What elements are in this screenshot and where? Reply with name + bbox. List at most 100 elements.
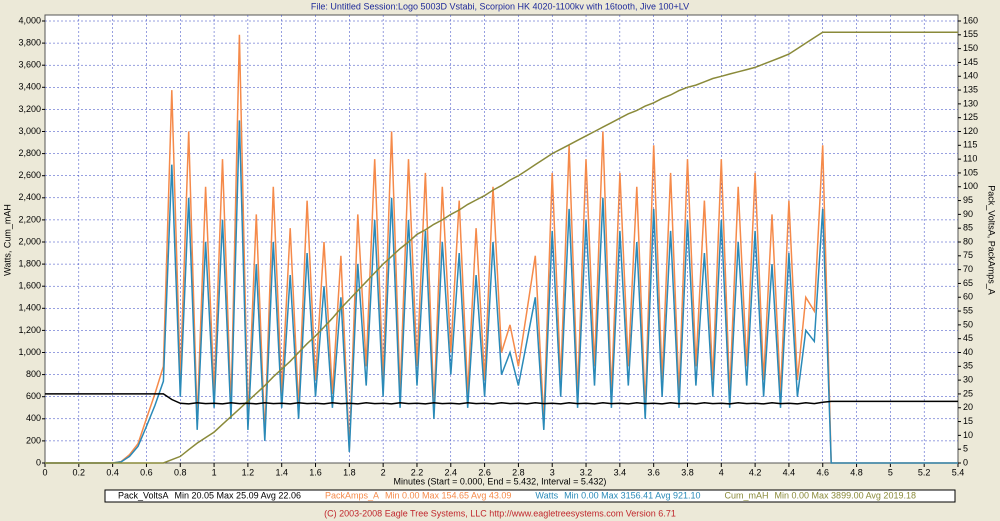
legend-name: Cum_mAH — [725, 490, 769, 500]
y2-tick-label: 40 — [963, 347, 973, 357]
y2-tick-label: 0 — [963, 457, 968, 467]
y2-tick-label: 140 — [963, 71, 978, 81]
y2-tick-label: 35 — [963, 361, 973, 371]
y2-tick-label: 20 — [963, 402, 973, 412]
y2-tick-label: 90 — [963, 209, 973, 219]
y-tick-label: 3,000 — [18, 126, 41, 136]
y-tick-label: 1,800 — [18, 258, 41, 268]
y2-tick-label: 75 — [963, 250, 973, 260]
y2-tick-label: 100 — [963, 181, 978, 191]
y2-tick-label: 80 — [963, 236, 973, 246]
y2-tick-label: 15 — [963, 416, 973, 426]
x-tick-label: 0.4 — [106, 467, 119, 477]
y2-tick-label: 25 — [963, 388, 973, 398]
y-tick-label: 400 — [26, 413, 41, 423]
x-axis-label: Minutes (Start = 0.000, End = 5.432, Int… — [394, 476, 607, 486]
x-tick-label: 4.4 — [783, 467, 796, 477]
y2-tick-label: 115 — [963, 140, 977, 150]
legend-name: Watts — [535, 490, 558, 500]
x-tick-label: 2 — [381, 467, 386, 477]
chart-title: File: Untitled Session:Logo 5003D Vstabi… — [311, 1, 689, 11]
y-tick-label: 1,200 — [18, 325, 41, 335]
y-tick-label: 3,600 — [18, 60, 41, 70]
y-tick-label: 4,000 — [18, 15, 41, 25]
x-tick-label: 0.8 — [174, 467, 187, 477]
x-tick-label: 4.6 — [816, 467, 829, 477]
y-tick-label: 3,200 — [18, 104, 41, 114]
y2-tick-label: 160 — [963, 15, 978, 25]
y2-tick-label: 70 — [963, 264, 973, 274]
x-tick-label: 1.4 — [275, 467, 288, 477]
x-tick-label: 0 — [42, 467, 47, 477]
x-tick-label: 0.2 — [73, 467, 86, 477]
y2-tick-label: 45 — [963, 333, 973, 343]
x-tick-label: 2.6 — [478, 467, 491, 477]
x-tick-label: 3.2 — [580, 467, 593, 477]
y-tick-label: 0 — [36, 457, 41, 467]
y-tick-label: 3,400 — [18, 82, 41, 92]
x-tick-label: 2.4 — [445, 467, 458, 477]
y-tick-label: 2,000 — [18, 236, 41, 246]
legend-name: PackAmps_A — [325, 490, 379, 500]
y-axis-label: Watts, Cum_mAH — [2, 204, 12, 276]
x-tick-label: 1 — [212, 467, 217, 477]
x-tick-label: 1.8 — [343, 467, 356, 477]
y-tick-label: 2,600 — [18, 170, 41, 180]
legend-stats: Min 0.00 Max 154.65 Avg 43.09 — [385, 490, 511, 500]
y2-tick-label: 10 — [963, 430, 973, 440]
x-tick-label: 1.6 — [309, 467, 322, 477]
series-line — [45, 31, 958, 464]
x-tick-label: 5.2 — [918, 467, 931, 477]
y2-tick-label: 150 — [963, 43, 978, 53]
y-tick-label: 2,200 — [18, 214, 41, 224]
x-tick-label: 2.2 — [411, 467, 424, 477]
y-tick-label: 1,600 — [18, 281, 41, 291]
x-tick-label: 3.4 — [614, 467, 627, 477]
y-tick-label: 600 — [26, 391, 41, 401]
y2-tick-label: 50 — [963, 319, 973, 329]
x-tick-label: 1.2 — [242, 467, 255, 477]
y2-tick-label: 125 — [963, 112, 978, 122]
y-tick-label: 3,800 — [18, 37, 41, 47]
y2-tick-label: 5 — [963, 444, 968, 454]
x-tick-label: 3.6 — [647, 467, 660, 477]
x-tick-label: 0.6 — [140, 467, 153, 477]
y-tick-label: 1,400 — [18, 303, 41, 313]
y2-tick-label: 85 — [963, 223, 973, 233]
legend-stats: Min 20.05 Max 25.09 Avg 22.06 — [175, 490, 301, 500]
y-tick-label: 200 — [26, 435, 41, 445]
plot-area — [44, 14, 959, 464]
y2-tick-label: 120 — [963, 126, 978, 136]
y2-tick-label: 155 — [963, 29, 978, 39]
legend-stats: Min 0.00 Max 3899.00 Avg 2019.18 — [775, 490, 916, 500]
x-tick-label: 3.8 — [681, 467, 694, 477]
y-tick-label: 2,400 — [18, 192, 41, 202]
series-line — [45, 393, 958, 405]
y2-tick-label: 55 — [963, 305, 973, 315]
y2-axis-label: Pack_VoltsA, PackAmps_A — [987, 185, 997, 295]
y2-tick-label: 145 — [963, 57, 978, 67]
footer: (C) 2003-2008 Eagle Tree Systems, LLC ht… — [324, 508, 676, 518]
legend-name: Pack_VoltsA — [118, 490, 169, 500]
y2-tick-label: 110 — [963, 154, 977, 164]
y2-tick-label: 135 — [963, 84, 978, 94]
x-tick-label: 4.8 — [850, 467, 863, 477]
y2-tick-label: 95 — [963, 195, 973, 205]
y2-tick-label: 30 — [963, 375, 973, 385]
x-tick-label: 3 — [550, 467, 555, 477]
y-tick-label: 800 — [26, 369, 41, 379]
series-line — [45, 120, 958, 464]
x-tick-label: 5.4 — [952, 467, 965, 477]
x-tick-label: 4.2 — [749, 467, 762, 477]
legend-box — [104, 489, 956, 503]
x-tick-label: 4 — [719, 467, 724, 477]
y-tick-label: 2,800 — [18, 148, 41, 158]
y2-tick-label: 65 — [963, 278, 973, 288]
x-tick-label: 2.8 — [512, 467, 525, 477]
y-tick-label: 1,000 — [18, 347, 41, 357]
x-tick-label: 5 — [888, 467, 893, 477]
y2-tick-label: 60 — [963, 292, 973, 302]
y2-tick-label: 105 — [963, 167, 978, 177]
y2-tick-label: 130 — [963, 98, 978, 108]
